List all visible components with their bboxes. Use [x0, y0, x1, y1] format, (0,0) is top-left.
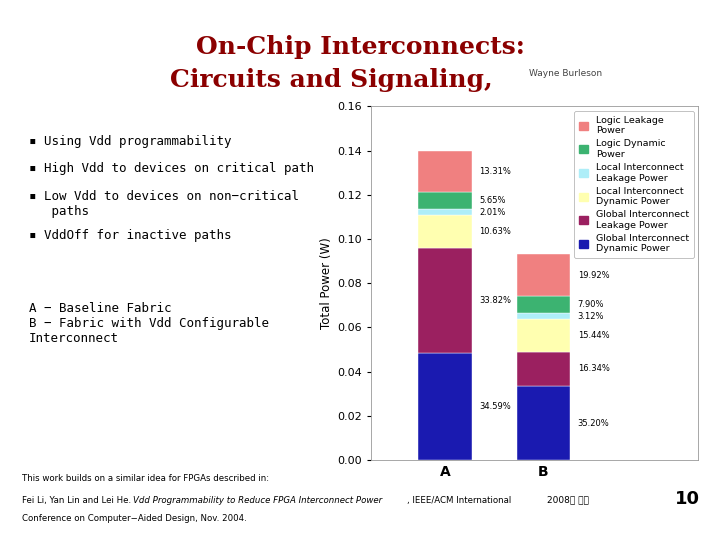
Text: 3.12%: 3.12%	[577, 312, 604, 321]
Text: Conference on Computer−Aided Design, Nov. 2004.: Conference on Computer−Aided Design, Nov…	[22, 514, 246, 523]
Bar	[418, 248, 472, 353]
Text: ▪ VddOff for inactive paths: ▪ VddOff for inactive paths	[29, 230, 231, 242]
Bar	[517, 296, 570, 313]
Text: 33.82%: 33.82%	[480, 296, 511, 305]
Text: This work builds on a similar idea for FPGAs described in:: This work builds on a similar idea for F…	[22, 474, 269, 483]
Bar	[418, 353, 472, 460]
Text: 35.20%: 35.20%	[577, 418, 610, 428]
Text: On-Chip Interconnects:: On-Chip Interconnects:	[196, 35, 524, 59]
Text: 19.92%: 19.92%	[577, 271, 609, 280]
Text: 2.01%: 2.01%	[480, 208, 506, 217]
Bar	[418, 215, 472, 248]
Bar	[517, 320, 570, 352]
Text: 15.44%: 15.44%	[577, 331, 609, 340]
Text: 10.63%: 10.63%	[480, 227, 511, 237]
Bar	[517, 352, 570, 386]
Text: 34.59%: 34.59%	[480, 402, 511, 411]
Legend: Logic Leakage
Power, Logic Dynamic
Power, Local Interconnect
Leakage Power, Loca: Logic Leakage Power, Logic Dynamic Power…	[574, 111, 693, 258]
Text: 2008년 가을: 2008년 가을	[547, 495, 589, 504]
Bar	[517, 386, 570, 460]
Text: ▪ High Vdd to devices on critical path: ▪ High Vdd to devices on critical path	[29, 162, 314, 175]
Text: 7.90%: 7.90%	[577, 300, 604, 309]
Bar	[517, 313, 570, 320]
Text: Wayne Burleson: Wayne Burleson	[529, 69, 603, 78]
Bar	[418, 209, 472, 215]
Text: Vdd Programmability to Reduce FPGA Interconnect Power: Vdd Programmability to Reduce FPGA Inter…	[133, 496, 382, 505]
Text: , IEEE/ACM International: , IEEE/ACM International	[407, 496, 511, 505]
Text: Circuits and Signaling,: Circuits and Signaling,	[170, 68, 492, 91]
Text: 13.31%: 13.31%	[480, 167, 511, 176]
Bar	[517, 254, 570, 296]
Text: ▪ Low Vdd to devices on non−critical
   paths: ▪ Low Vdd to devices on non−critical pat…	[29, 190, 299, 218]
Text: 5.65%: 5.65%	[480, 196, 506, 205]
Text: Fei Li, Yan Lin and Lei He.: Fei Li, Yan Lin and Lei He.	[22, 496, 133, 505]
Text: A − Baseline Fabric
B − Fabric with Vdd Configurable
Interconnect: A − Baseline Fabric B − Fabric with Vdd …	[29, 302, 269, 346]
Text: 16.34%: 16.34%	[577, 364, 610, 374]
Bar	[418, 192, 472, 209]
Bar	[418, 151, 472, 192]
Text: ▪ Using Vdd programmability: ▪ Using Vdd programmability	[29, 135, 231, 148]
Y-axis label: Total Power (W): Total Power (W)	[320, 238, 333, 329]
Text: 10: 10	[675, 490, 700, 509]
